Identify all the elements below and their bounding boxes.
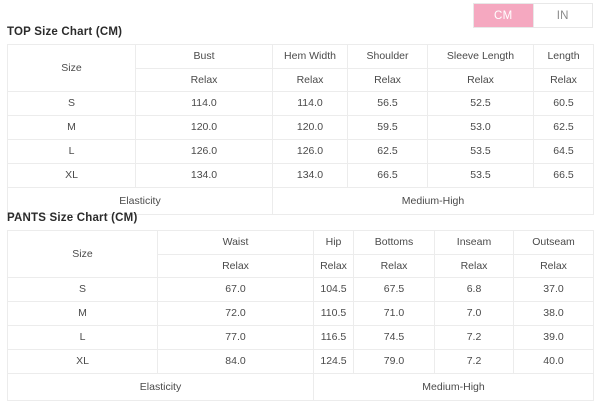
cell-hem-width: 114.0 xyxy=(272,91,348,116)
row-size-label: L xyxy=(7,139,136,164)
cell-length: 60.5 xyxy=(533,91,594,116)
table-row: M 120.0 120.0 59.5 53.0 62.5 xyxy=(7,115,594,140)
header-fit-length: Relax xyxy=(533,67,594,92)
header-measure-hip: Hip xyxy=(313,230,354,255)
row-size-label: XL xyxy=(7,349,158,374)
cell-shoulder: 56.5 xyxy=(347,91,428,116)
row-size-label: XL xyxy=(7,163,136,188)
top-size-chart-table: Size Bust Hem Width Shoulder Sleeve Leng… xyxy=(7,44,594,215)
cell-waist: 77.0 xyxy=(157,325,314,350)
cell-inseam: 7.2 xyxy=(434,349,514,374)
header-size: Size xyxy=(7,230,158,278)
header-fit-bottoms: Relax xyxy=(353,253,435,278)
header-measure-bust: Bust xyxy=(135,44,273,69)
table-header-row-measure: Size Waist Hip Bottoms Inseam Outseam xyxy=(7,230,594,278)
table-row: S 114.0 114.0 56.5 52.5 60.5 xyxy=(7,91,594,116)
table-header-row-measure: Size Bust Hem Width Shoulder Sleeve Leng… xyxy=(7,44,594,92)
cell-bottoms: 79.0 xyxy=(353,349,435,374)
header-measure-inseam: Inseam xyxy=(434,230,514,255)
header-fit-inseam: Relax xyxy=(434,253,514,278)
cell-sleeve-length: 52.5 xyxy=(427,91,534,116)
cell-waist: 67.0 xyxy=(157,277,314,302)
table-header-row-fit: Relax Relax Relax Relax Relax xyxy=(8,67,594,92)
cell-bottoms: 67.5 xyxy=(353,277,435,302)
unit-option-in[interactable]: IN xyxy=(533,4,592,27)
cell-outseam: 40.0 xyxy=(513,349,594,374)
unit-toggle-divider xyxy=(532,4,534,27)
unit-option-cm[interactable]: CM xyxy=(474,4,533,27)
cell-sleeve-length: 53.5 xyxy=(427,139,534,164)
table-row: S 67.0 104.5 67.5 6.8 37.0 xyxy=(7,277,594,302)
cell-length: 62.5 xyxy=(533,115,594,140)
header-measure-bottoms: Bottoms xyxy=(353,230,435,255)
header-measure-sleeve-length: Sleeve Length xyxy=(427,44,534,69)
header-fit-hem-width: Relax xyxy=(272,67,348,92)
cell-hip: 110.5 xyxy=(313,301,354,326)
row-size-label: S xyxy=(7,277,158,302)
cell-bust: 114.0 xyxy=(135,91,273,116)
cell-hem-width: 120.0 xyxy=(272,115,348,140)
cell-length: 66.5 xyxy=(533,163,594,188)
table-row: M 72.0 110.5 71.0 7.0 38.0 xyxy=(7,301,594,326)
header-fit-hip: Relax xyxy=(313,253,354,278)
table-row: XL 134.0 134.0 66.5 53.5 66.5 xyxy=(7,163,594,188)
cell-hip: 116.5 xyxy=(313,325,354,350)
cell-shoulder: 59.5 xyxy=(347,115,428,140)
header-measure-shoulder: Shoulder xyxy=(347,44,428,69)
cell-outseam: 37.0 xyxy=(513,277,594,302)
cell-hem-width: 134.0 xyxy=(272,163,348,188)
row-size-label: S xyxy=(7,91,136,116)
header-measure-length: Length xyxy=(533,44,594,69)
row-size-label: M xyxy=(7,115,136,140)
cell-hem-width: 126.0 xyxy=(272,139,348,164)
row-size-label: L xyxy=(7,325,158,350)
cell-bust: 126.0 xyxy=(135,139,273,164)
header-measure-hem-width: Hem Width xyxy=(272,44,348,69)
pants-chart-title: PANTS Size Chart (CM) xyxy=(7,212,138,224)
table-row: L 126.0 126.0 62.5 53.5 64.5 xyxy=(7,139,594,164)
cell-bust: 134.0 xyxy=(135,163,273,188)
header-fit-shoulder: Relax xyxy=(347,67,428,92)
cell-sleeve-length: 53.0 xyxy=(427,115,534,140)
cell-inseam: 6.8 xyxy=(434,277,514,302)
header-fit-waist: Relax xyxy=(157,253,314,278)
header-measure-outseam: Outseam xyxy=(513,230,594,255)
cell-inseam: 7.2 xyxy=(434,325,514,350)
table-footer-row: Elasticity Medium-High xyxy=(7,187,594,215)
cell-hip: 124.5 xyxy=(313,349,354,374)
top-chart-title: TOP Size Chart (CM) xyxy=(7,26,123,38)
header-fit-sleeve-length: Relax xyxy=(427,67,534,92)
cell-bottoms: 74.5 xyxy=(353,325,435,350)
cell-outseam: 38.0 xyxy=(513,301,594,326)
elasticity-value: Medium-High xyxy=(313,373,594,401)
elasticity-label: Elasticity xyxy=(7,187,273,215)
cell-shoulder: 66.5 xyxy=(347,163,428,188)
cell-hip: 104.5 xyxy=(313,277,354,302)
table-row: XL 84.0 124.5 79.0 7.2 40.0 xyxy=(7,349,594,374)
header-measure-waist: Waist xyxy=(157,230,314,255)
row-size-label: M xyxy=(7,301,158,326)
cell-length: 64.5 xyxy=(533,139,594,164)
cell-inseam: 7.0 xyxy=(434,301,514,326)
cell-bottoms: 71.0 xyxy=(353,301,435,326)
header-size: Size xyxy=(7,44,136,92)
cell-outseam: 39.0 xyxy=(513,325,594,350)
header-fit-bust: Relax xyxy=(135,67,273,92)
cell-waist: 84.0 xyxy=(157,349,314,374)
cell-sleeve-length: 53.5 xyxy=(427,163,534,188)
cell-bust: 120.0 xyxy=(135,115,273,140)
table-row: L 77.0 116.5 74.5 7.2 39.0 xyxy=(7,325,594,350)
table-footer-row: Elasticity Medium-High xyxy=(7,373,594,401)
cell-waist: 72.0 xyxy=(157,301,314,326)
table-header-row-fit: Relax Relax Relax Relax Relax xyxy=(8,253,594,278)
elasticity-label: Elasticity xyxy=(7,373,314,401)
cell-shoulder: 62.5 xyxy=(347,139,428,164)
unit-toggle: CM IN xyxy=(473,3,593,28)
elasticity-value: Medium-High xyxy=(272,187,594,215)
pants-size-chart-table: Size Waist Hip Bottoms Inseam Outseam Re… xyxy=(7,230,594,401)
header-fit-outseam: Relax xyxy=(513,253,594,278)
